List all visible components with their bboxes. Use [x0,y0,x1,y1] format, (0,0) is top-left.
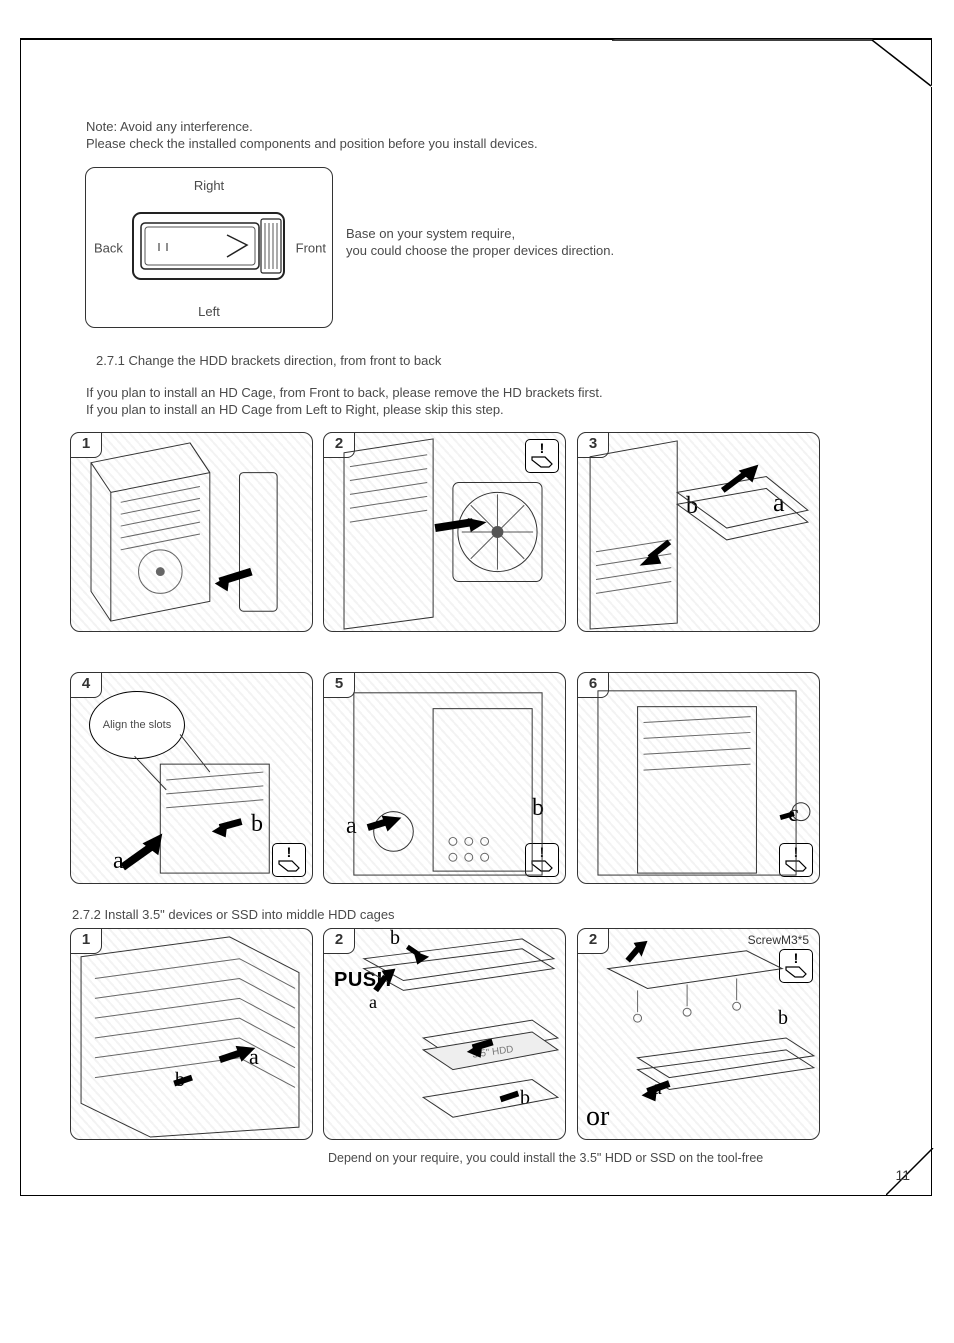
step-letter: a [773,488,785,518]
heading-271: 2.7.1 Change the HDD brackets direction,… [96,352,441,370]
step-letter: c [788,801,799,828]
orient-label-front: Front [296,240,326,255]
orient-help1: Base on your system require, [346,225,515,243]
panel-a2: 2 [323,432,566,632]
note-line1: Note: Avoid any interference. [86,118,253,136]
step-letter: b [532,795,544,822]
panel-num: 3 [577,432,609,458]
step-letter: b [390,927,400,950]
caution-icon [272,843,306,877]
align-slots-callout: Align the slots [89,691,185,759]
step-letter: a [653,1077,662,1100]
panel-b2b: 2 ScrewM3*5 or a b [577,928,820,1140]
panel-b1: 1 a b [70,928,313,1140]
heading-272: 2.7.2 Install 3.5" devices or SSD into m… [72,906,395,924]
panel-a4: 4 Align the slots a b [70,672,313,884]
caution-icon [525,439,559,473]
step-letter: a [113,848,124,875]
panel-num: 2 [577,928,609,954]
caution-icon [779,949,813,983]
panel-num: 2 [323,928,355,954]
step-letter: b [520,1087,530,1110]
page-number: 11 [895,1167,910,1183]
step-letter: a [346,813,357,840]
push-label: PUSH [334,969,392,992]
step-letter: b [175,1069,185,1092]
panel-num: 6 [577,672,609,698]
svg-text:3.5" HDD: 3.5" HDD [472,1044,515,1061]
orient-label-right: Right [194,178,224,193]
corner-cut-decoration [612,39,932,87]
page-corner-cut [886,1148,934,1196]
para-271-2: If you plan to install an HD Cage from L… [86,401,504,419]
orient-label-back: Back [94,240,123,255]
step-letter: a [369,992,377,1013]
panel-a3: 3 a b [577,432,820,632]
step-letter: b [251,811,263,838]
caution-icon [779,843,813,877]
orient-help2: you could choose the proper devices dire… [346,242,614,260]
panel-a1: 1 [70,432,313,632]
step-letter: b [778,1007,788,1030]
panel-num: 1 [70,432,102,458]
screw-label: ScrewM3*5 [748,933,809,947]
step-letter: b [686,493,698,520]
case-topview-svg [131,205,286,287]
para-271-1: If you plan to install an HD Cage, from … [86,384,603,402]
panel-num: 5 [323,672,355,698]
panel-num: 1 [70,928,102,954]
caution-icon [525,843,559,877]
step-letter: a [249,1044,259,1070]
panel-num: 4 [70,672,102,698]
caption-272: Depend on your require, you could instal… [328,1150,763,1167]
note-line2: Please check the installed components an… [86,135,538,153]
orient-label-left: Left [198,304,220,319]
step-letter: a [494,1034,503,1057]
or-label: or [586,1101,609,1133]
panel-num: 2 [323,432,355,458]
panel-a5: 5 a b [323,672,566,884]
panel-a6: 6 c [577,672,820,884]
panel-b2a: 2 PUSH a b a b 3.5" HDD [323,928,566,1140]
